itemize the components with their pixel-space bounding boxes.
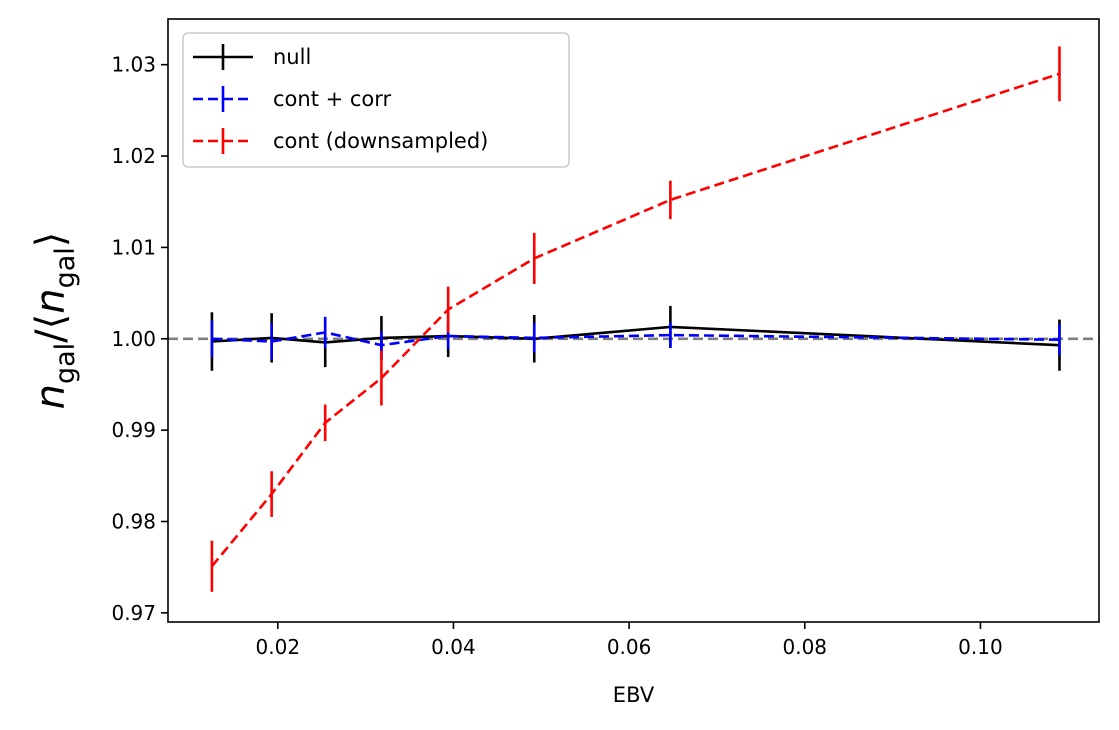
legend-label: cont + corr	[273, 87, 392, 111]
y-label-slash: /⟨	[28, 314, 74, 343]
legend-box	[182, 32, 570, 168]
y-axis-label: ngal/⟨ngal⟩	[28, 232, 81, 410]
y-tick-label: 1.00	[111, 327, 156, 351]
y-label-close: ⟩	[28, 232, 74, 248]
plot-frame	[167, 18, 1100, 623]
y-tick-label: 1.03	[111, 53, 156, 77]
y-axis-label-text: ngal/⟨ngal⟩	[28, 232, 81, 410]
x-tick-label: 0.08	[783, 635, 828, 659]
series-group	[210, 46, 1061, 592]
series-line	[210, 72, 1060, 568]
x-tick-label: 0.06	[607, 635, 652, 659]
x-axis-label: EBV	[613, 683, 655, 707]
y-label-n: n	[28, 384, 74, 409]
axis-ticks: 0.02 0.04 0.06 0.08 0.10 0.97 0.98 0.99 1.00 1.01…	[111, 53, 1002, 659]
series-line	[211, 325, 1060, 347]
series-cont (downsampled)	[210, 46, 1061, 592]
y-label-n: n	[28, 288, 74, 313]
x-tick-label: 0.04	[431, 635, 476, 659]
x-tick-label: 0.02	[256, 635, 301, 659]
y-tick-label: 0.97	[111, 601, 156, 625]
axis-labels: EBV ngal/⟨ngal⟩	[28, 232, 655, 707]
y-tick-label: 0.98	[111, 510, 156, 534]
legend-label: null	[273, 45, 311, 69]
y-tick-label: 1.01	[111, 235, 156, 259]
y-label-sub: gal	[50, 247, 81, 288]
y-label-sub: gal	[50, 343, 81, 384]
legend-label: cont (downsampled)	[273, 129, 488, 153]
y-tick-label: 0.99	[111, 418, 156, 442]
legend: null cont + corr cont (downsampled)	[182, 32, 570, 168]
y-tick-label: 1.02	[111, 144, 156, 168]
x-tick-label: 0.10	[958, 635, 1003, 659]
series-line	[211, 331, 1060, 347]
